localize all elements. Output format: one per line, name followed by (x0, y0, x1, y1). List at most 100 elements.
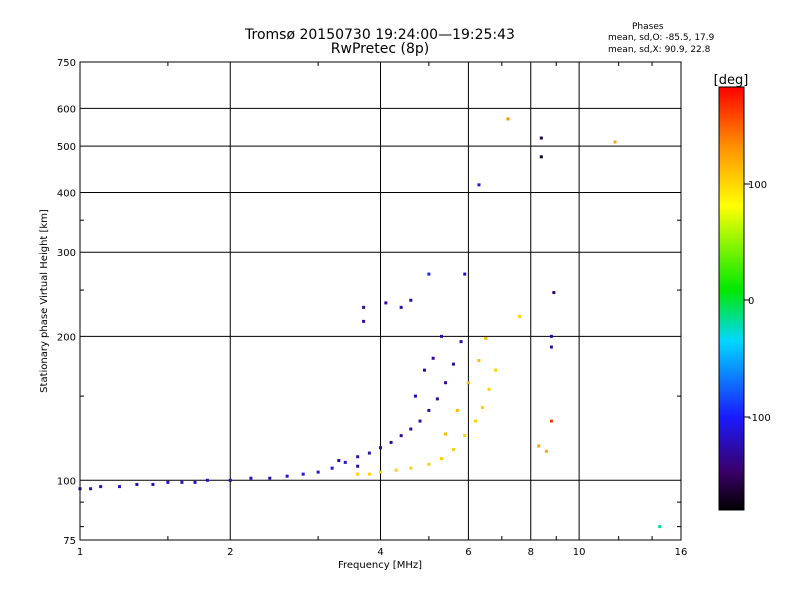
x-tick-label: 2 (227, 547, 233, 558)
data-point (409, 427, 413, 431)
colorbar: [deg] 100 0 -100 (714, 73, 771, 511)
x-axis-ticks: 1 2 4 6 8 10 16 (77, 62, 688, 558)
data-point (384, 301, 388, 305)
data-point (487, 387, 491, 391)
y-tick-label: 200 (57, 332, 76, 343)
x-tick-label: 6 (465, 547, 471, 558)
data-point (549, 419, 553, 423)
data-point (477, 359, 481, 363)
chart-subtitle: RwPretec (8p) (330, 41, 430, 57)
data-point (427, 272, 431, 276)
data-point (413, 394, 417, 398)
data-point (506, 117, 510, 121)
data-point (228, 478, 232, 482)
data-point (431, 356, 435, 360)
data-point (444, 432, 448, 436)
y-axis-ticks: 75 100 200 300 400 500 600 750 (57, 58, 681, 547)
data-points (78, 117, 662, 529)
data-point (356, 455, 360, 459)
data-point (399, 434, 403, 438)
phases-o-stats: mean, sd,O: -85.5, 17.9 (608, 33, 715, 43)
data-point (394, 468, 398, 472)
data-point (268, 476, 272, 480)
data-point (463, 272, 467, 276)
data-point (463, 434, 467, 438)
data-point (537, 444, 541, 448)
data-point (135, 482, 139, 486)
data-point (362, 319, 366, 323)
grid-lines (80, 62, 681, 540)
data-point (451, 447, 455, 451)
data-point (343, 460, 347, 464)
data-point (440, 334, 444, 338)
data-point (427, 462, 431, 466)
data-point (337, 458, 341, 462)
data-point (473, 419, 477, 423)
colorbar-tick-minus-100: -100 (748, 413, 771, 424)
data-point (459, 340, 463, 344)
data-point (367, 472, 371, 476)
data-point (422, 368, 426, 372)
colorbar-tick-100: 100 (748, 180, 767, 191)
data-point (205, 478, 209, 482)
data-point (539, 155, 543, 159)
data-point (379, 470, 382, 474)
data-point (613, 140, 617, 144)
phases-x-stats: mean, sd,X: 90.9, 22.8 (608, 45, 711, 55)
data-point (367, 451, 371, 455)
data-point (549, 334, 553, 338)
data-point (539, 136, 543, 140)
data-point (552, 291, 556, 295)
x-tick-label: 4 (377, 547, 383, 558)
data-point (477, 183, 481, 187)
data-point (435, 397, 439, 401)
x-tick-label: 1 (77, 547, 83, 558)
data-point (151, 482, 155, 486)
chart-title: Tromsø 20150730 19:24:00—19:25:43 (245, 27, 515, 43)
y-tick-label: 100 (57, 476, 76, 487)
y-tick-label: 500 (57, 142, 76, 153)
data-point (480, 405, 484, 409)
colorbar-tick-0: 0 (748, 296, 754, 307)
data-point (455, 408, 459, 412)
plot-frame (79, 61, 682, 541)
data-point (451, 362, 455, 366)
x-tick-label: 10 (573, 547, 586, 558)
data-point (330, 466, 334, 470)
data-point (249, 476, 253, 480)
data-point (316, 470, 320, 474)
data-point (166, 480, 170, 484)
data-point (301, 472, 305, 476)
data-point (518, 315, 522, 319)
data-point (362, 305, 366, 309)
data-point (389, 440, 393, 444)
y-tick-label: 400 (57, 188, 76, 199)
colorbar-gradient (718, 86, 745, 511)
data-point (544, 449, 548, 453)
data-point (193, 480, 197, 484)
data-point (99, 485, 103, 489)
data-point (418, 419, 422, 423)
data-point (440, 457, 444, 461)
data-point (379, 446, 382, 450)
data-point (409, 466, 413, 470)
data-point (356, 472, 360, 476)
y-tick-label: 75 (63, 536, 76, 547)
data-point (285, 474, 289, 478)
data-point (399, 305, 403, 309)
data-point (89, 487, 93, 491)
y-tick-label: 600 (57, 104, 76, 115)
x-tick-label: 16 (675, 547, 688, 558)
data-point (466, 381, 470, 385)
y-tick-label: 750 (57, 58, 76, 69)
x-tick-label: 8 (528, 547, 534, 558)
x-axis-label: Frequency [MHz] (338, 560, 422, 571)
data-point (427, 408, 431, 412)
data-point (658, 525, 662, 529)
data-point (180, 480, 184, 484)
phases-heading: Phases (632, 22, 664, 32)
data-point (494, 368, 498, 372)
colorbar-unit: [deg] (714, 73, 749, 88)
data-point (118, 485, 122, 489)
